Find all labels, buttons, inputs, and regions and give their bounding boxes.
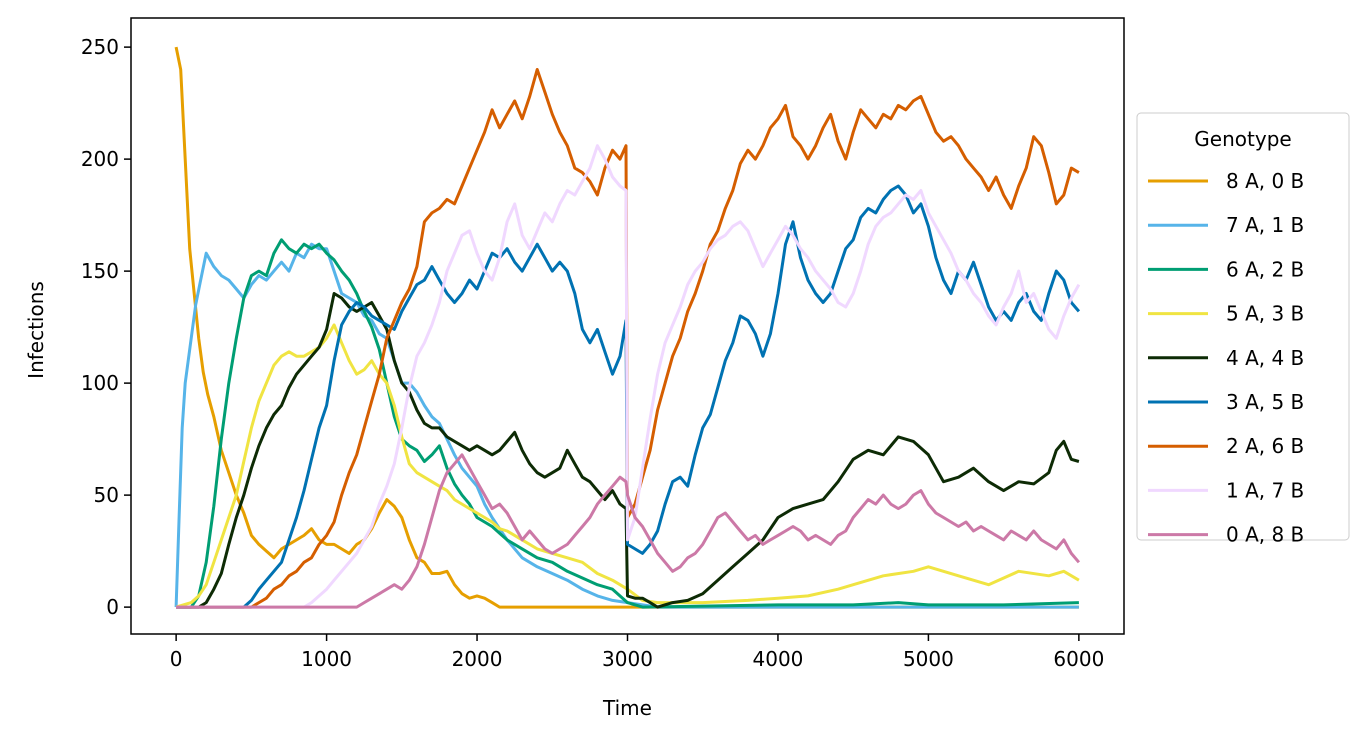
y-tick-label: 250	[81, 35, 119, 59]
x-tick-label: 5000	[903, 647, 954, 671]
series-line-1	[174, 242, 1079, 609]
x-axis-ticks: 0 1000 2000 3000 4000 5000 6000	[170, 634, 1104, 671]
y-tick-label: 200	[81, 147, 119, 171]
x-tick-label: 4000	[753, 647, 804, 671]
y-axis-title: Infections	[24, 281, 48, 379]
y-tick-label: 50	[94, 483, 119, 507]
x-tick-label: 3000	[602, 647, 653, 671]
legend-label: 2 A, 6 B	[1226, 434, 1304, 458]
legend-items: 8 A, 0 B 7 A, 1 B 6 A, 2 B 5 A, 3 B 4 A, 4 B…	[1148, 169, 1304, 547]
x-tick-label: 6000	[1053, 647, 1104, 671]
series-line-8	[176, 453, 1081, 609]
x-tick-label: 0	[170, 647, 183, 671]
x-tick-label: 1000	[301, 647, 352, 671]
y-axis-ticks: 0 50 100 150 200 250	[81, 35, 131, 619]
y-tick-label: 100	[81, 371, 119, 395]
legend-label: 5 A, 3 B	[1226, 302, 1304, 326]
legend-label: 1 A, 7 B	[1226, 478, 1304, 502]
series-line-5	[176, 184, 1081, 609]
legend-label: 7 A, 1 B	[1226, 213, 1304, 237]
series-line-7	[176, 144, 1081, 609]
legend-title: Genotype	[1194, 127, 1291, 151]
x-axis-title: Time	[602, 696, 652, 720]
legend-label: 0 A, 8 B	[1226, 523, 1304, 547]
legend: Genotype 8 A, 0 B 7 A, 1 B 6 A, 2 B 5 A, 3 …	[1136, 112, 1350, 547]
series-line-4	[176, 292, 1080, 609]
series-line-0	[174, 46, 1079, 609]
legend-label: 8 A, 0 B	[1226, 169, 1304, 193]
series-line-6	[176, 68, 1080, 609]
legend-label: 3 A, 5 B	[1226, 390, 1304, 414]
y-tick-label: 0	[106, 595, 119, 619]
legend-label: 4 A, 4 B	[1226, 346, 1304, 370]
series-line-3	[175, 323, 1080, 609]
legend-box	[1136, 112, 1350, 541]
legend-label: 6 A, 2 B	[1226, 257, 1304, 281]
y-tick-label: 150	[81, 259, 119, 283]
series-lines-group	[174, 46, 1081, 609]
x-tick-label: 2000	[452, 647, 503, 671]
